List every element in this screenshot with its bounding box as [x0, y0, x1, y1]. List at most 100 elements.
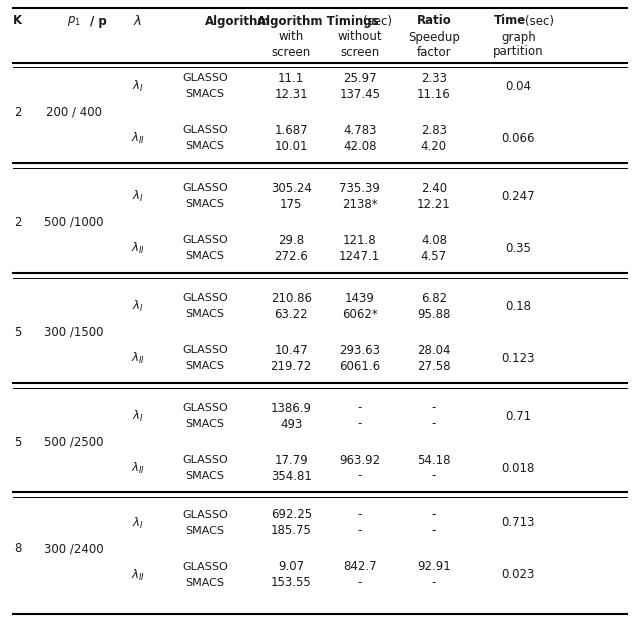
Text: 354.81: 354.81	[271, 469, 312, 483]
Text: 27.58: 27.58	[417, 360, 451, 373]
Text: 42.08: 42.08	[343, 140, 376, 153]
Text: 25.97: 25.97	[343, 71, 376, 84]
Text: SMACS: SMACS	[186, 578, 224, 588]
Text: $\lambda_{II}$: $\lambda_{II}$	[131, 460, 145, 476]
Text: 0.247: 0.247	[502, 189, 535, 202]
Text: 305.24: 305.24	[271, 181, 312, 194]
Text: 2: 2	[14, 215, 22, 229]
Text: SMACS: SMACS	[186, 526, 224, 536]
Text: 0.066: 0.066	[502, 132, 535, 145]
Text: $\lambda_{II}$: $\lambda_{II}$	[131, 130, 145, 145]
Text: Time: Time	[494, 14, 527, 27]
Text: 95.88: 95.88	[417, 307, 451, 320]
Text: GLASSO: GLASSO	[182, 510, 228, 520]
Text: $\lambda_{II}$: $\lambda_{II}$	[131, 568, 145, 582]
Text: 12.31: 12.31	[275, 88, 308, 101]
Text: 0.71: 0.71	[506, 409, 531, 422]
Text: 8: 8	[14, 543, 22, 556]
Text: GLASSO: GLASSO	[182, 235, 228, 245]
Text: (sec): (sec)	[363, 14, 392, 27]
Text: 2.83: 2.83	[421, 124, 447, 137]
Text: 1386.9: 1386.9	[271, 402, 312, 414]
Text: screen: screen	[271, 45, 311, 58]
Text: $\lambda_{II}$: $\lambda_{II}$	[131, 350, 145, 366]
Text: $\lambda$: $\lambda$	[133, 14, 142, 28]
Text: -: -	[358, 402, 362, 414]
Text: / p: / p	[90, 14, 106, 27]
Text: 493: 493	[280, 417, 302, 430]
Text: -: -	[358, 469, 362, 483]
Text: SMACS: SMACS	[186, 141, 224, 151]
Text: Ratio: Ratio	[417, 14, 451, 27]
Text: $\lambda_I$: $\lambda_I$	[132, 515, 143, 530]
Text: 500 /2500: 500 /2500	[44, 435, 103, 448]
Text: Algorithm Timings: Algorithm Timings	[257, 14, 378, 27]
Text: 0.023: 0.023	[502, 568, 535, 581]
Text: $\lambda_{II}$: $\lambda_{II}$	[131, 240, 145, 256]
Text: GLASSO: GLASSO	[182, 293, 228, 303]
Text: GLASSO: GLASSO	[182, 562, 228, 572]
Text: $\lambda_I$: $\lambda_I$	[132, 188, 143, 204]
Text: -: -	[358, 509, 362, 522]
Text: 0.04: 0.04	[506, 79, 531, 93]
Text: 92.91: 92.91	[417, 561, 451, 574]
Text: GLASSO: GLASSO	[182, 73, 228, 83]
Text: 293.63: 293.63	[339, 343, 380, 356]
Text: 4.08: 4.08	[421, 233, 447, 247]
Text: 0.018: 0.018	[502, 461, 535, 474]
Text: GLASSO: GLASSO	[182, 403, 228, 413]
Text: 175: 175	[280, 197, 302, 211]
Text: 9.07: 9.07	[278, 561, 304, 574]
Text: 2.33: 2.33	[421, 71, 447, 84]
Text: 842.7: 842.7	[343, 561, 376, 574]
Text: (sec): (sec)	[525, 14, 554, 27]
Text: 137.45: 137.45	[339, 88, 380, 101]
Text: 735.39: 735.39	[339, 181, 380, 194]
Text: 2.40: 2.40	[421, 181, 447, 194]
Text: 4.783: 4.783	[343, 124, 376, 137]
Text: 1439: 1439	[345, 291, 374, 304]
Text: 500 /1000: 500 /1000	[44, 215, 103, 229]
Text: 963.92: 963.92	[339, 453, 380, 466]
Text: $p_1$: $p_1$	[67, 14, 81, 28]
Text: 2138*: 2138*	[342, 197, 378, 211]
Text: SMACS: SMACS	[186, 251, 224, 261]
Text: 272.6: 272.6	[275, 250, 308, 263]
Text: -: -	[432, 525, 436, 538]
Text: $\lambda_I$: $\lambda_I$	[132, 78, 143, 94]
Text: 6.82: 6.82	[421, 291, 447, 304]
Text: GLASSO: GLASSO	[182, 455, 228, 465]
Text: 0.123: 0.123	[502, 351, 535, 365]
Text: SMACS: SMACS	[186, 361, 224, 371]
Text: 17.79: 17.79	[275, 453, 308, 466]
Text: 54.18: 54.18	[417, 453, 451, 466]
Text: GLASSO: GLASSO	[182, 345, 228, 355]
Text: Algorithm: Algorithm	[205, 14, 270, 27]
Text: 6062*: 6062*	[342, 307, 378, 320]
Text: 1247.1: 1247.1	[339, 250, 380, 263]
Text: -: -	[432, 469, 436, 483]
Text: 4.57: 4.57	[421, 250, 447, 263]
Text: -: -	[432, 417, 436, 430]
Text: $\lambda_I$: $\lambda_I$	[132, 409, 143, 424]
Text: SMACS: SMACS	[186, 419, 224, 429]
Text: 5: 5	[14, 325, 22, 338]
Text: 10.01: 10.01	[275, 140, 308, 153]
Text: 4.20: 4.20	[421, 140, 447, 153]
Text: Speedup: Speedup	[408, 30, 460, 43]
Text: 200 / 400: 200 / 400	[45, 106, 102, 119]
Text: -: -	[432, 576, 436, 589]
Text: 10.47: 10.47	[275, 343, 308, 356]
Text: screen: screen	[340, 45, 380, 58]
Text: GLASSO: GLASSO	[182, 183, 228, 193]
Text: SMACS: SMACS	[186, 199, 224, 209]
Text: 219.72: 219.72	[271, 360, 312, 373]
Text: 29.8: 29.8	[278, 233, 304, 247]
Text: 63.22: 63.22	[275, 307, 308, 320]
Text: 210.86: 210.86	[271, 291, 312, 304]
Text: 6061.6: 6061.6	[339, 360, 380, 373]
Text: 0.35: 0.35	[506, 242, 531, 255]
Text: 5: 5	[14, 435, 22, 448]
Text: 153.55: 153.55	[271, 576, 312, 589]
Text: 692.25: 692.25	[271, 509, 312, 522]
